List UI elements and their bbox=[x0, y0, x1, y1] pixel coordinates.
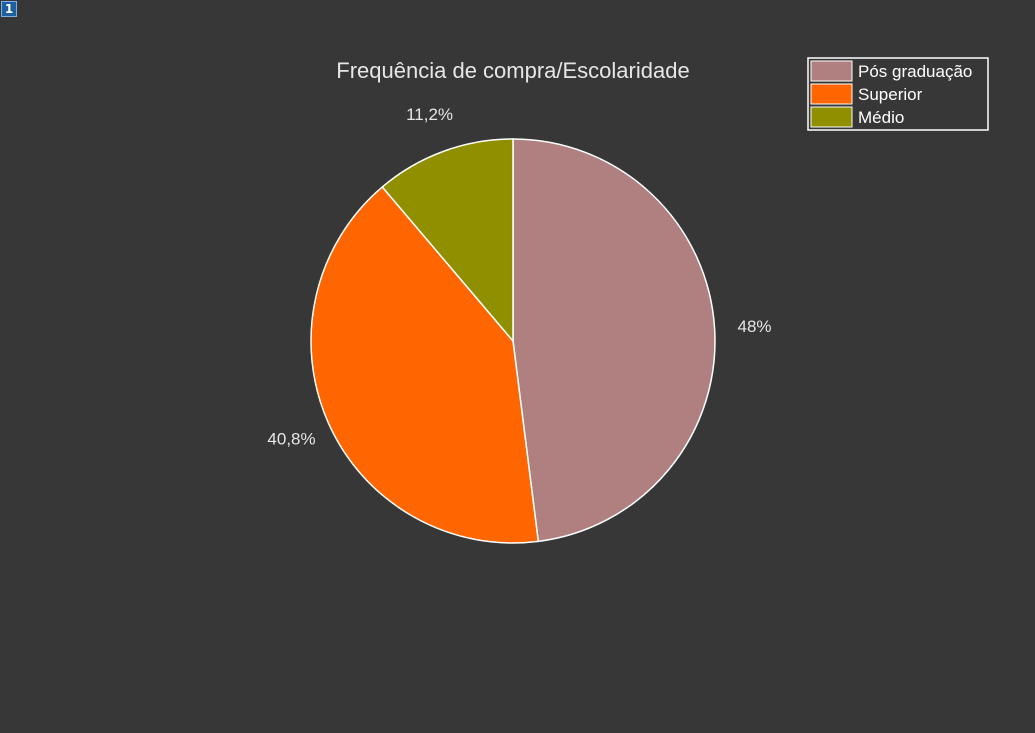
pie-slice-superior bbox=[310, 185, 540, 544]
legend-swatch-pos-graduacao bbox=[810, 60, 853, 82]
legend-label-medio: Médio bbox=[858, 108, 904, 127]
slice-label-medio: 11,2% bbox=[406, 105, 453, 124]
chart-title: Frequência de compra/Escolaridade bbox=[336, 58, 689, 83]
legend-swatch-medio bbox=[810, 106, 853, 128]
legend-label-pos-graduacao: Pós graduação bbox=[858, 62, 972, 81]
pie-slices bbox=[310, 138, 716, 544]
slice-label-pos-graduacao: 48% bbox=[738, 317, 772, 336]
figure-index-badge: 1 bbox=[1, 1, 17, 17]
legend-swatch-superior bbox=[810, 83, 853, 105]
legend-label-superior: Superior bbox=[858, 85, 923, 104]
pie-slice-pos-graduacao bbox=[512, 138, 716, 543]
slice-label-superior: 40,8% bbox=[267, 430, 315, 449]
pie-slice-medio bbox=[381, 138, 514, 344]
legend: Pós graduação Superior Médio bbox=[807, 57, 989, 131]
legend-frame bbox=[807, 57, 989, 131]
pie-slice-labels: 48% 40,8% 11,2% bbox=[267, 105, 771, 449]
